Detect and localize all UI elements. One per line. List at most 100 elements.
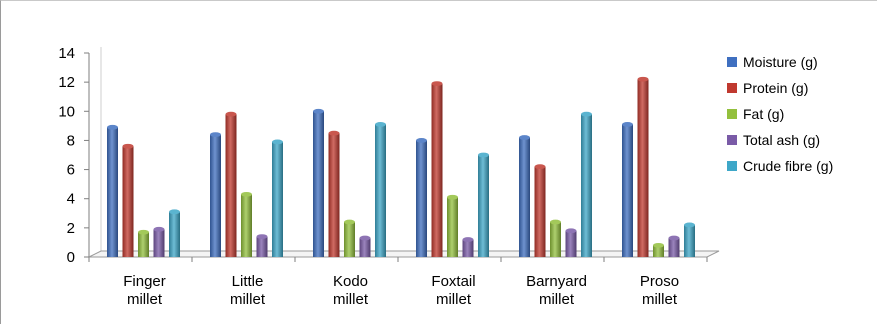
bar-cap (344, 219, 355, 225)
bar (375, 122, 386, 258)
bar (431, 81, 443, 257)
legend-label: Moisture (g) (743, 54, 818, 70)
bar-body (550, 222, 561, 257)
bar-body (169, 211, 180, 257)
bar (344, 219, 355, 257)
bar (241, 191, 252, 257)
bar-cap (431, 81, 443, 86)
y-tick-label: 14 (58, 45, 75, 62)
y-tick-label: 2 (67, 220, 75, 237)
bar-body (519, 137, 530, 257)
bar-body (478, 155, 489, 257)
bar-body (462, 239, 474, 257)
bar-body (313, 111, 324, 258)
x-tick-label: Kodo millet (333, 273, 369, 308)
x-tick-label: Foxtail millet (431, 273, 475, 308)
bar-cap (107, 124, 118, 130)
bar-body (225, 114, 237, 257)
bar-cap (328, 130, 340, 136)
legend-swatch (727, 161, 737, 171)
bar-cap (138, 229, 149, 235)
bar-cap (447, 194, 458, 200)
legend-label: Crude fibre (g) (743, 158, 833, 174)
bar-cap (359, 235, 371, 241)
bar-body (668, 238, 680, 257)
bar-cap (210, 132, 221, 138)
bar-body (431, 83, 443, 257)
bar (359, 235, 371, 257)
bar (138, 229, 149, 257)
x-tick-label: Barnyard millet (526, 273, 587, 308)
legend-label: Fat (g) (743, 106, 784, 122)
y-tick-label: 12 (58, 74, 75, 91)
bar (684, 222, 695, 257)
bar-body (241, 194, 252, 257)
y-tick-label: 6 (67, 162, 75, 179)
bar-cap (462, 237, 474, 242)
bar (565, 228, 577, 257)
bar (328, 130, 340, 257)
bar (256, 234, 268, 257)
bar-cap (313, 108, 324, 114)
bar-body (447, 197, 458, 257)
bar (534, 164, 546, 257)
legend-swatch (727, 57, 737, 67)
y-tick-label: 10 (58, 103, 75, 120)
bar-cap (550, 219, 561, 225)
bar-cap (565, 228, 577, 234)
legend-item: Total ash (g) (727, 132, 820, 148)
bar-body (107, 127, 118, 257)
y-tick-label: 4 (67, 191, 75, 208)
bar (462, 237, 474, 257)
legend-item: Crude fibre (g) (727, 158, 833, 174)
bar-body (122, 146, 134, 257)
bar (622, 122, 633, 258)
bar (210, 132, 221, 257)
bar (478, 152, 489, 257)
bar-body (375, 124, 386, 258)
bar-cap (225, 111, 237, 117)
bar (107, 124, 118, 257)
bar-body (565, 230, 577, 257)
bars-group (107, 76, 695, 258)
bar (653, 242, 664, 257)
bar-body (653, 245, 664, 257)
x-tick-label: Little millet (230, 273, 266, 308)
bar-body (210, 134, 221, 257)
legend-item: Moisture (g) (727, 54, 818, 70)
bar-cap (534, 164, 546, 170)
bar-body (416, 140, 427, 257)
bar (668, 235, 680, 257)
bar (122, 143, 134, 257)
bar (225, 111, 237, 257)
bar (581, 111, 592, 257)
bar-cap (153, 226, 165, 232)
legend-label: Protein (g) (743, 80, 808, 96)
x-tick-label: Finger millet (123, 273, 166, 308)
legend-label: Total ash (g) (743, 132, 820, 148)
bar-cap (637, 76, 649, 82)
bar-cap (519, 135, 530, 140)
bar-body (153, 229, 165, 257)
bar-body (637, 79, 649, 257)
bar-cap (122, 143, 134, 149)
bar-cap (668, 235, 680, 241)
x-tick-labels: Finger millet Little millet Kodo millet Foxtai… (123, 273, 679, 308)
bar-cap (256, 234, 268, 240)
bar-cap (241, 191, 252, 197)
legend: Moisture (g) Protein (g) Fat (g) Total ash … (727, 54, 833, 174)
bar (447, 194, 458, 257)
legend-swatch (727, 109, 737, 119)
y-tick-label: 8 (67, 132, 75, 149)
bar-cap (272, 139, 283, 145)
bar-body (534, 166, 546, 257)
bar-body (138, 232, 149, 257)
bar-body (256, 236, 268, 257)
bar-body (359, 238, 371, 257)
x-tick-label: Proso millet (640, 273, 679, 308)
bar-body (581, 114, 592, 257)
bar (550, 219, 561, 257)
bar-cap (375, 122, 386, 127)
bar-cap (416, 138, 427, 143)
